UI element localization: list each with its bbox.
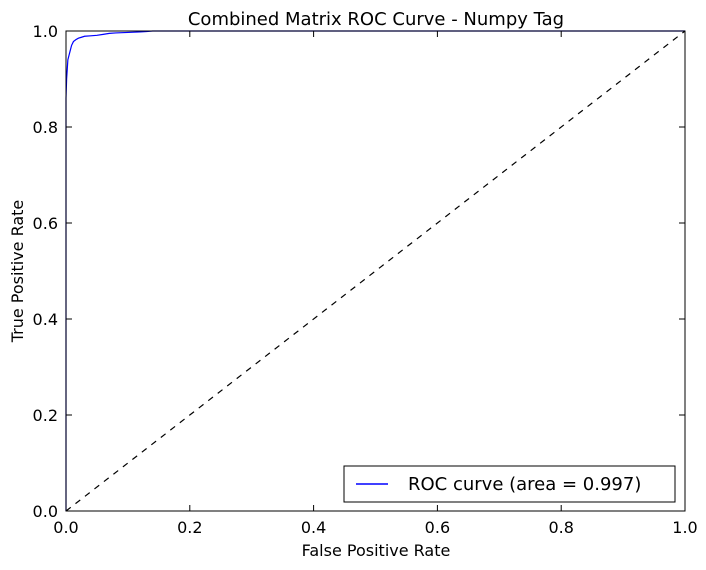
chart-title: Combined Matrix ROC Curve - Numpy Tag [188, 9, 564, 30]
x-tick-label: 0.8 [548, 518, 573, 537]
x-tick-label: 0.2 [177, 518, 202, 537]
plot-frame [65, 30, 686, 512]
legend: ROC curve (area = 0.997) [343, 465, 676, 503]
tick-layer: 0.0 0.2 0.4 0.6 0.8 1.0 0.0 0.2 0.4 0.6 0.8 1.0 [33, 22, 698, 537]
x-axis-label: False Positive Rate [302, 541, 451, 560]
x-tick-label: 1.0 [672, 518, 697, 537]
legend-label: ROC curve (area = 0.997) [408, 474, 641, 495]
legend-box [343, 465, 676, 503]
x-tick-label: 0.6 [425, 518, 450, 537]
y-axis-label: True Positive Rate [8, 200, 27, 344]
y-tick-label: 0.0 [33, 502, 58, 521]
y-tick-label: 1.0 [33, 22, 58, 41]
x-tick-label: 0.0 [53, 518, 78, 537]
x-tick-label: 0.4 [301, 518, 326, 537]
roc-curve-line [65, 30, 685, 511]
y-tick-label: 0.4 [33, 310, 58, 329]
y-tick-label: 0.6 [33, 214, 58, 233]
series-layer [65, 30, 686, 512]
y-tick-label: 0.2 [33, 406, 58, 425]
y-tick-label: 0.8 [33, 118, 58, 137]
chance-diagonal-line [65, 30, 686, 512]
